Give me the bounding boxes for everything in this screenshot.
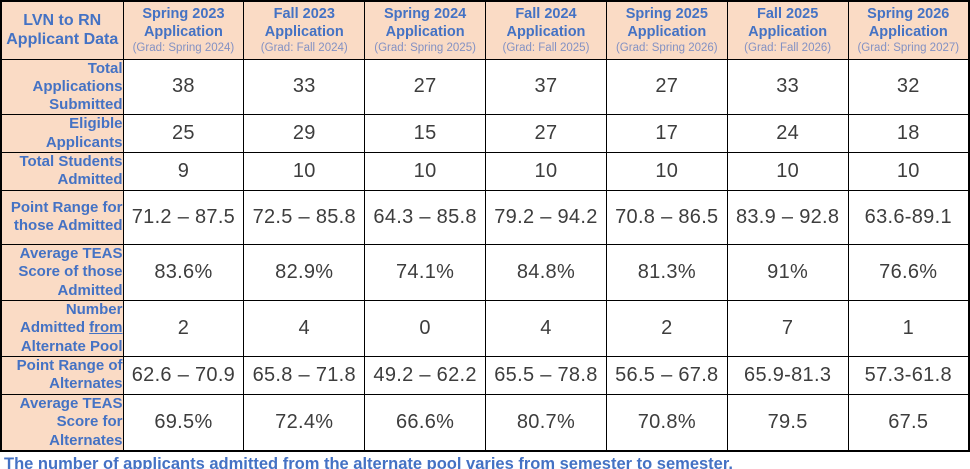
row-label: Total Students Admitted [0,151,124,191]
value-cell: 83.9 – 92.8 [726,189,849,245]
table-row: Point Range for those Admitted 71.2 – 87.… [0,189,970,245]
row-label: Average TEAS Score for Alternates [0,393,124,452]
value-cell: 15 [364,114,487,153]
value-cell: 79.5 [726,393,849,452]
value-cell: 29 [243,114,366,153]
column-title: Fall 2024 Application [506,6,586,41]
header-row: LVN to RN Applicant Data Spring 2023 App… [0,0,970,60]
value-cell: 81.3% [605,243,728,301]
column-header-7: Spring 2026 Application (Grad: Spring 202… [847,0,970,60]
column-grad-note: (Grad: Spring 2027) [857,42,960,55]
value-cell: 27 [364,58,487,116]
column-grad-note: (Grad: Fall 2025) [502,42,590,55]
value-cell: 10 [485,151,607,191]
value-cell: 66.6% [364,393,487,452]
value-cell: 71.2 – 87.5 [122,189,245,245]
value-cell: 38 [122,58,245,116]
column-header-4: Fall 2024 Application (Grad: Fall 2025) [485,0,607,60]
value-cell: 56.5 – 67.8 [605,355,728,395]
value-cell: 82.9% [243,243,366,301]
value-cell: 80.7% [485,393,607,452]
column-title: Spring 2024 Application [384,6,467,41]
table-row: Point Range of Alternates 62.6 – 70.9 65.8… [0,355,970,395]
value-cell: 69.5% [122,393,245,452]
column-grad-note: (Grad: Spring 2024) [132,42,235,55]
column-grad-note: (Grad: Fall 2026) [744,42,832,55]
value-cell: 57.3-61.8 [847,355,970,395]
value-cell: 62.6 – 70.9 [122,355,245,395]
column-grad-note: (Grad: Spring 2025) [374,42,476,55]
value-cell: 65.5 – 78.8 [485,355,607,395]
value-cell: 10 [605,151,728,191]
value-cell: 65.9-81.3 [726,355,849,395]
column-header-2: Fall 2023 Application (Grad: Fall 2024) [243,0,366,60]
value-cell: 9 [122,151,245,191]
table-row: Total Students Admitted 9 10 10 10 10 10 10 [0,151,970,191]
table-row: Eligible Applicants 25 29 15 27 17 24 18 [0,114,970,153]
value-cell: 83.6% [122,243,245,301]
column-header-1: Spring 2023 Application (Grad: Spring 202… [122,0,245,60]
value-cell: 24 [726,114,849,153]
column-title: Fall 2023 Application [264,6,344,41]
lvn-rn-applicant-table: LVN to RN Applicant Data Spring 2023 App… [0,0,970,452]
table-title-cell: LVN to RN Applicant Data [0,0,124,60]
value-cell: 18 [847,114,970,153]
row-label: Eligible Applicants [0,114,124,153]
column-title: Spring 2026 Application [867,6,950,41]
value-cell: 7 [726,299,849,357]
value-cell: 27 [605,58,728,116]
row-label: Total Applications Submitted [0,58,124,116]
column-header-6: Fall 2025 Application (Grad: Fall 2026) [726,0,849,60]
column-header-5: Spring 2025 Application (Grad: Spring 202… [605,0,728,60]
footer-note: The number of applicants admitted from t… [4,454,733,469]
value-cell: 70.8 – 86.5 [605,189,728,245]
table-row: Average TEAS Score of those Admitted 83.6… [0,243,970,301]
value-cell: 49.2 – 62.2 [364,355,487,395]
value-cell: 84.8% [485,243,607,301]
value-cell: 37 [485,58,607,116]
value-cell: 67.5 [847,393,970,452]
value-cell: 33 [243,58,366,116]
table-row: Total Applications Submitted 38 33 27 37 27 33… [0,58,970,116]
column-grad-note: (Grad: Spring 2026) [615,42,718,55]
row-label: Average TEAS Score of those Admitted [0,243,124,301]
column-title: Fall 2025 Application [748,6,828,41]
value-cell: 70.8% [605,393,728,452]
value-cell: 63.6-89.1 [847,189,970,245]
column-grad-note: (Grad: Fall 2024) [260,42,348,55]
value-cell: 76.6% [847,243,970,301]
value-cell: 72.5 – 85.8 [243,189,366,245]
row-label: Point Range of Alternates [0,355,124,395]
column-header-3: Spring 2024 Application (Grad: Spring 202… [364,0,487,60]
value-cell: 91% [726,243,849,301]
value-cell: 72.4% [243,393,366,452]
row-label: Point Range for those Admitted [0,189,124,245]
value-cell: 79.2 – 94.2 [485,189,607,245]
value-cell: 33 [726,58,849,116]
value-cell: 25 [122,114,245,153]
value-cell: 10 [726,151,849,191]
value-cell: 2 [122,299,245,357]
value-cell: 2 [605,299,728,357]
value-cell: 4 [485,299,607,357]
table-row: Number Admitted from Alternate Pool 2 4 0 4 2… [0,299,970,357]
value-cell: 10 [243,151,366,191]
value-cell: 65.8 – 71.8 [243,355,366,395]
value-cell: 4 [243,299,366,357]
value-cell: 0 [364,299,487,357]
underlined-word: from [89,319,123,337]
value-cell: 10 [364,151,487,191]
value-cell: 1 [847,299,970,357]
value-cell: 74.1% [364,243,487,301]
column-title: Spring 2025 Application [625,6,708,41]
value-cell: 17 [605,114,728,153]
value-cell: 32 [847,58,970,116]
column-title: Spring 2023 Application [142,6,225,41]
value-cell: 27 [485,114,607,153]
row-label: Number Admitted from Alternate Pool [0,299,124,357]
table-row: Average TEAS Score for Alternates 69.5% 72… [0,393,970,452]
value-cell: 10 [847,151,970,191]
value-cell: 64.3 – 85.8 [364,189,487,245]
